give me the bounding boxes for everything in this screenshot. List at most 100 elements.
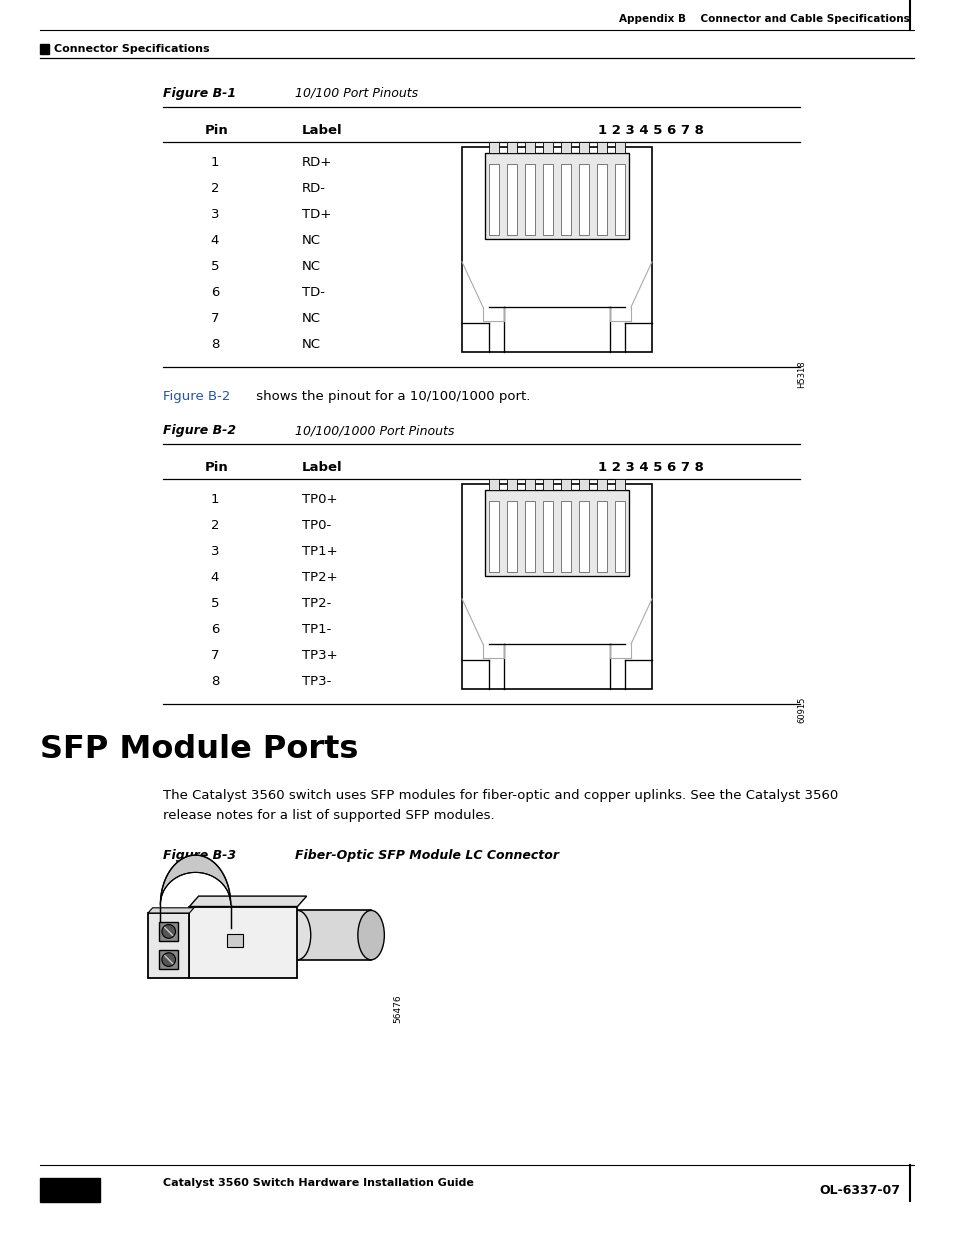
Text: 1: 1 (211, 156, 219, 169)
Text: Figure B-2: Figure B-2 (163, 390, 230, 403)
Bar (159, 950, 178, 969)
Bar (578, 164, 588, 235)
Bar (488, 164, 498, 235)
Text: 10/100/1000 Port Pinouts: 10/100/1000 Port Pinouts (294, 424, 454, 437)
Bar (488, 501, 498, 572)
Text: RD-: RD- (302, 182, 326, 195)
Text: TD+: TD+ (302, 207, 331, 221)
Bar (560, 501, 571, 572)
Text: 7: 7 (211, 312, 219, 325)
Text: 8: 8 (211, 676, 219, 688)
Text: TP0-: TP0- (302, 519, 331, 532)
Bar (484, 490, 629, 577)
Bar (597, 479, 606, 490)
Circle shape (162, 952, 175, 967)
Ellipse shape (357, 910, 384, 960)
Bar (597, 164, 606, 235)
Text: OL-6337-07: OL-6337-07 (818, 1183, 899, 1197)
Text: Pin: Pin (205, 461, 229, 474)
Text: TP3+: TP3+ (302, 650, 337, 662)
Text: 6: 6 (211, 287, 219, 299)
Bar (615, 479, 624, 490)
Text: 10/100 Port Pinouts: 10/100 Port Pinouts (294, 86, 417, 100)
Text: 4: 4 (211, 571, 219, 584)
Bar (297, 910, 371, 960)
Bar (560, 479, 571, 490)
Text: 8: 8 (211, 338, 219, 351)
Text: TP3-: TP3- (302, 676, 331, 688)
Bar (560, 164, 571, 235)
Bar (506, 479, 517, 490)
Bar (461, 484, 651, 689)
Bar (524, 501, 535, 572)
Text: 60915: 60915 (796, 697, 805, 724)
Bar (615, 142, 624, 153)
Text: TP1+: TP1+ (302, 545, 337, 558)
Bar (615, 164, 624, 235)
Text: TP0+: TP0+ (302, 493, 337, 506)
Bar (148, 913, 190, 978)
Bar (542, 142, 553, 153)
Ellipse shape (284, 910, 311, 960)
Text: 3: 3 (211, 545, 219, 558)
Text: Pin: Pin (205, 124, 229, 137)
Text: release notes for a list of supported SFP modules.: release notes for a list of supported SF… (163, 809, 494, 823)
Text: 5: 5 (211, 597, 219, 610)
Bar (40, 1178, 100, 1202)
Text: TD-: TD- (302, 287, 325, 299)
Text: 3: 3 (211, 207, 219, 221)
Bar (506, 142, 517, 153)
Text: H5318: H5318 (796, 359, 805, 388)
Bar (578, 501, 588, 572)
Text: Connector Specifications: Connector Specifications (54, 44, 210, 54)
Bar (542, 501, 553, 572)
Bar (524, 164, 535, 235)
Text: Appendix B    Connector and Cable Specifications: Appendix B Connector and Cable Specifica… (618, 14, 909, 23)
Text: Label: Label (302, 124, 342, 137)
Text: 1 2 3 4 5 6 7 8: 1 2 3 4 5 6 7 8 (598, 124, 703, 137)
Bar (542, 164, 553, 235)
Text: 2: 2 (211, 182, 219, 195)
Bar (227, 934, 243, 946)
Bar (190, 906, 297, 978)
Bar (484, 153, 629, 240)
Text: Fiber-Optic SFP Module LC Connector: Fiber-Optic SFP Module LC Connector (294, 848, 558, 862)
Bar (506, 164, 517, 235)
Text: shows the pinout for a 10/100/1000 port.: shows the pinout for a 10/100/1000 port. (252, 390, 530, 403)
Bar (578, 142, 588, 153)
Text: SFP Module Ports: SFP Module Ports (40, 734, 358, 764)
Bar (524, 479, 535, 490)
Bar (578, 479, 588, 490)
Bar (159, 921, 178, 941)
Bar (542, 479, 553, 490)
Text: NC: NC (302, 338, 320, 351)
Bar (461, 147, 651, 352)
Text: 6: 6 (211, 622, 219, 636)
Bar (560, 142, 571, 153)
Bar (615, 501, 624, 572)
Text: 5: 5 (211, 261, 219, 273)
Circle shape (162, 925, 175, 939)
Text: 1 2 3 4 5 6 7 8: 1 2 3 4 5 6 7 8 (598, 461, 703, 474)
Text: Figure B-1: Figure B-1 (163, 86, 236, 100)
Text: 7: 7 (211, 650, 219, 662)
Text: The Catalyst 3560 switch uses SFP modules for fiber-optic and copper uplinks. Se: The Catalyst 3560 switch uses SFP module… (163, 789, 838, 802)
Text: Figure B-2: Figure B-2 (163, 424, 236, 437)
Bar (524, 142, 535, 153)
Text: TP2+: TP2+ (302, 571, 337, 584)
Bar (40, 44, 49, 54)
Bar (488, 142, 498, 153)
Text: TP1-: TP1- (302, 622, 331, 636)
Text: Label: Label (302, 461, 342, 474)
Text: NC: NC (302, 261, 320, 273)
Text: Catalyst 3560 Switch Hardware Installation Guide: Catalyst 3560 Switch Hardware Installati… (163, 1178, 474, 1188)
Text: Figure B-3: Figure B-3 (163, 848, 236, 862)
Text: 2: 2 (211, 519, 219, 532)
Text: B-2: B-2 (55, 1187, 84, 1202)
Bar (597, 142, 606, 153)
Polygon shape (148, 908, 193, 913)
Polygon shape (190, 897, 306, 906)
Bar (488, 479, 498, 490)
Bar (597, 501, 606, 572)
Text: RD+: RD+ (302, 156, 332, 169)
